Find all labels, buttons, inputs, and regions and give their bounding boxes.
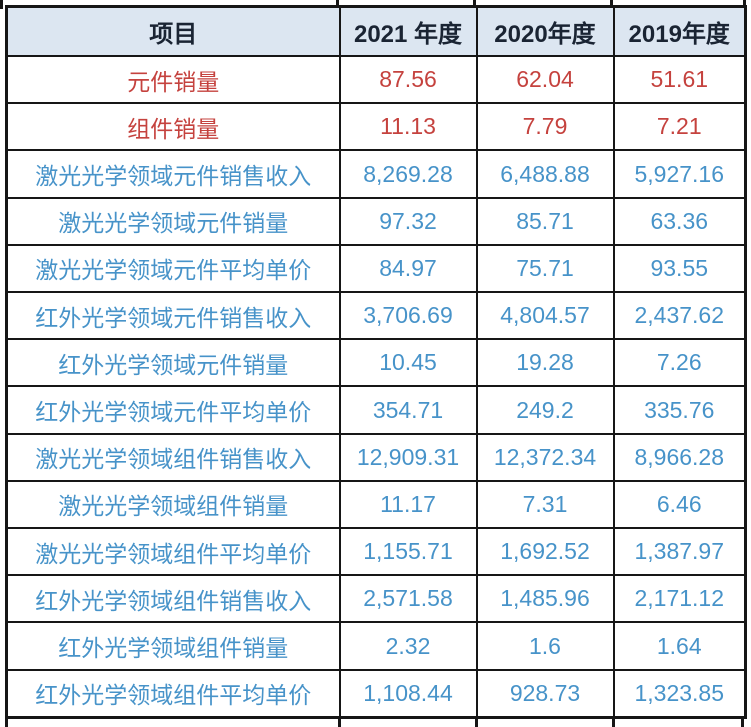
crop-artifact-tick	[336, 0, 339, 6]
value-cell: 87.56	[338, 54, 478, 105]
value-cell: 51.61	[612, 54, 747, 105]
value-cell: 1.6	[475, 621, 615, 671]
value-cell: 7.79	[475, 102, 615, 152]
table-row: 激光光学领域组件平均单价 1,155.71 1,692.52 1,387.97	[5, 527, 747, 577]
value-cell: 75.71	[475, 243, 615, 294]
header-cell-year: 2021 年度	[338, 5, 478, 57]
header-cell-year: 2019年度	[612, 5, 747, 57]
table-row: 激光光学领域组件销售收入 12,909.31 12,372.34 8,966.28	[5, 432, 747, 482]
table-row: 红外光学领域组件销售收入 2,571.58 1,485.96 2,171.12	[5, 574, 747, 624]
row-label-cell: 红外光学领域组件销量	[5, 621, 341, 671]
row-label-cell: 激光光学领域元件销量	[5, 196, 341, 246]
value-cell: 7.26	[612, 338, 747, 388]
value-cell: 93.55	[612, 243, 747, 294]
table-row: 激光光学领域元件销售收入 8,269.28 6,488.88 5,927.16	[5, 149, 747, 199]
crop-artifact-tick	[610, 0, 613, 6]
value-cell: 97.32	[338, 196, 478, 246]
value-cell: 6,488.88	[475, 149, 615, 199]
table-row: 红外光学领域元件销售收入 3,706.69 4,804.57 2,437.62	[5, 291, 747, 341]
table-row: 激光光学领域元件销量 97.32 85.71 63.36	[5, 196, 747, 246]
row-label-cell: 组件销量	[5, 102, 341, 152]
table-row: 红外光学领域组件销量 2.32 1.6 1.64	[5, 621, 747, 671]
value-cell: 928.73	[475, 668, 615, 719]
value-cell: 335.76	[612, 385, 747, 435]
value-cell: 1,155.71	[338, 527, 478, 577]
crop-artifact-tick	[5, 719, 8, 727]
table-row: 红外光学领域组件平均单价 1,108.44 928.73 1,323.85	[5, 668, 747, 719]
crop-artifact-tick	[0, 0, 3, 9]
value-cell: 85.71	[475, 196, 615, 246]
value-cell: 8,269.28	[338, 149, 478, 199]
cropped-next-row	[5, 719, 744, 727]
financial-data-table: 项目 2021 年度 2020年度 2019年度 元件销量 87.56 62.04 51.6…	[5, 5, 747, 719]
value-cell: 1,485.96	[475, 574, 615, 624]
value-cell: 354.71	[338, 385, 478, 435]
crop-artifact-tick	[741, 719, 744, 727]
header-cell-year: 2020年度	[475, 5, 615, 57]
value-cell: 1,108.44	[338, 668, 478, 719]
value-cell: 84.97	[338, 243, 478, 294]
table-row: 元件销量 87.56 62.04 51.61	[5, 54, 747, 105]
value-cell: 5,927.16	[612, 149, 747, 199]
value-cell: 249.2	[475, 385, 615, 435]
value-cell: 2,571.58	[338, 574, 478, 624]
value-cell: 2.32	[338, 621, 478, 671]
crop-artifact-tick	[612, 719, 615, 727]
value-cell: 4,804.57	[475, 291, 615, 341]
value-cell: 3,706.69	[338, 291, 478, 341]
value-cell: 7.31	[475, 479, 615, 530]
table-row: 激光光学领域组件销量 11.17 7.31 6.46	[5, 479, 747, 530]
row-label-cell: 元件销量	[5, 54, 341, 105]
crop-artifact-tick	[473, 0, 476, 6]
row-label-cell: 红外光学领域元件平均单价	[5, 385, 341, 435]
header-row: 项目 2021 年度 2020年度 2019年度	[5, 5, 747, 57]
table-row: 组件销量 11.13 7.79 7.21	[5, 102, 747, 152]
row-label-cell: 激光光学领域元件平均单价	[5, 243, 341, 294]
row-label-cell: 红外光学领域元件销售收入	[5, 291, 341, 341]
value-cell: 1.64	[612, 621, 747, 671]
row-label-cell: 激光光学领域组件销量	[5, 479, 341, 530]
crop-artifact-tick	[338, 719, 341, 727]
value-cell: 63.36	[612, 196, 747, 246]
table-body: 元件销量 87.56 62.04 51.61 组件销量 11.13 7.79 7.21 激光光学…	[5, 54, 747, 719]
crop-artifact-tick	[475, 719, 478, 727]
value-cell: 12,909.31	[338, 432, 478, 482]
table-header: 项目 2021 年度 2020年度 2019年度	[5, 5, 747, 57]
value-cell: 7.21	[612, 102, 747, 152]
value-cell: 11.13	[338, 102, 478, 152]
value-cell: 2,437.62	[612, 291, 747, 341]
value-cell: 2,171.12	[612, 574, 747, 624]
value-cell: 1,692.52	[475, 527, 615, 577]
value-cell: 8,966.28	[612, 432, 747, 482]
value-cell: 11.17	[338, 479, 478, 530]
value-cell: 6.46	[612, 479, 747, 530]
value-cell: 10.45	[338, 338, 478, 388]
value-cell: 1,387.97	[612, 527, 747, 577]
table-row: 红外光学领域元件销量 10.45 19.28 7.26	[5, 338, 747, 388]
value-cell: 62.04	[475, 54, 615, 105]
row-label-cell: 激光光学领域组件销售收入	[5, 432, 341, 482]
row-label-cell: 红外光学领域组件销售收入	[5, 574, 341, 624]
value-cell: 19.28	[475, 338, 615, 388]
header-cell-item: 项目	[5, 5, 341, 57]
value-cell: 12,372.34	[475, 432, 615, 482]
row-label-cell: 红外光学领域元件销量	[5, 338, 341, 388]
row-label-cell: 激光光学领域元件销售收入	[5, 149, 341, 199]
value-cell: 1,323.85	[612, 668, 747, 719]
table-row: 激光光学领域元件平均单价 84.97 75.71 93.55	[5, 243, 747, 294]
table-row: 红外光学领域元件平均单价 354.71 249.2 335.76	[5, 385, 747, 435]
row-label-cell: 红外光学领域组件平均单价	[5, 668, 341, 719]
row-label-cell: 激光光学领域组件平均单价	[5, 527, 341, 577]
crop-artifact-tick	[743, 0, 746, 6]
